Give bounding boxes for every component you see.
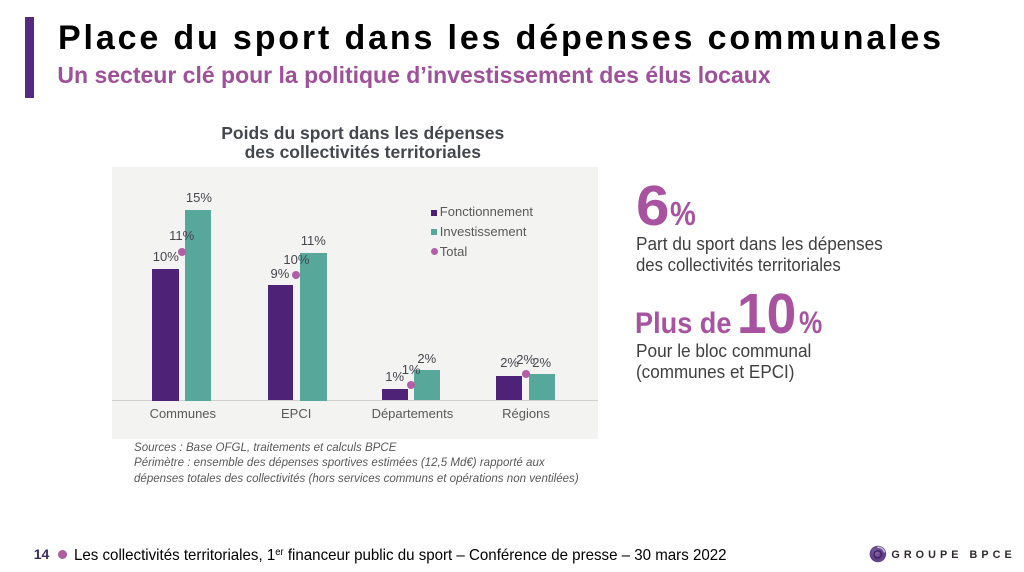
svg-text:GROUPE BPCE: GROUPE BPCE: [891, 549, 1015, 561]
